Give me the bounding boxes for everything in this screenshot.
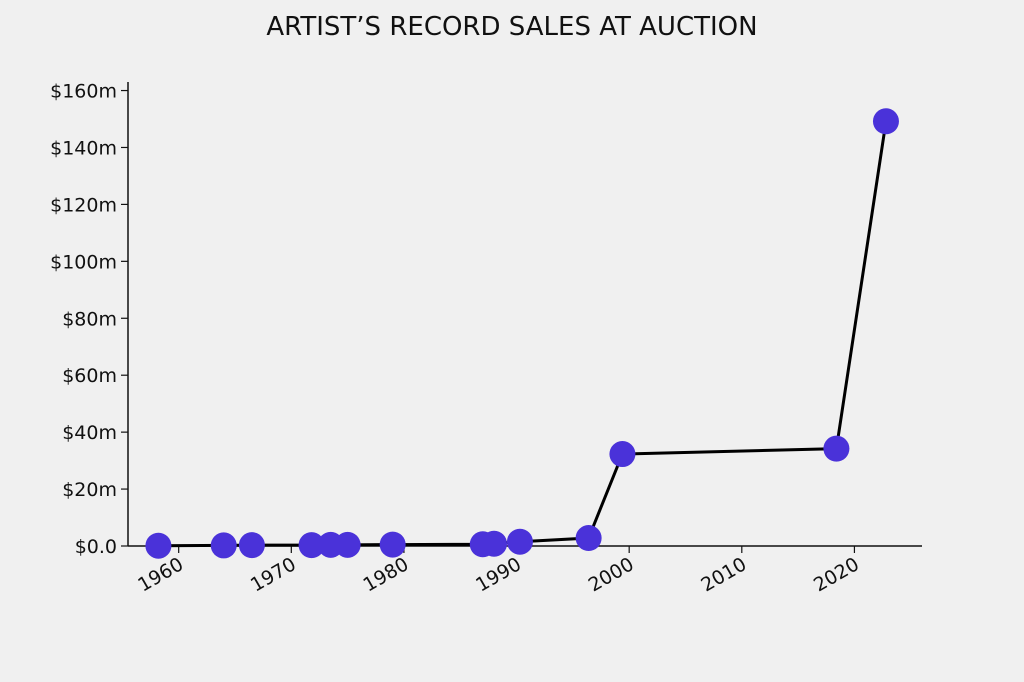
y-tick-label: $40m bbox=[62, 422, 117, 444]
data-point bbox=[238, 532, 265, 559]
x-tick-label: 1970 bbox=[247, 553, 300, 596]
data-point bbox=[298, 532, 325, 559]
y-tick-label: $100m bbox=[50, 251, 117, 273]
series-layer bbox=[145, 108, 899, 559]
data-point bbox=[145, 532, 172, 559]
data-point bbox=[334, 531, 361, 558]
data-point bbox=[609, 441, 636, 468]
x-tick-label: 2020 bbox=[810, 553, 863, 596]
y-tick-label: $140m bbox=[50, 137, 117, 159]
data-point bbox=[575, 525, 602, 552]
y-tick-label: $60m bbox=[62, 365, 117, 387]
x-tick-label: 2010 bbox=[697, 553, 750, 596]
axes: $0.0 $20m $40m $60m $80m $100m $120m $140m $160m… bbox=[50, 81, 922, 597]
x-tick-label: 1960 bbox=[134, 553, 187, 596]
data-point bbox=[823, 435, 850, 462]
data-point bbox=[872, 108, 899, 135]
series-line bbox=[158, 121, 888, 548]
y-tick-label: $80m bbox=[62, 308, 117, 330]
y-tick-label: $160m bbox=[50, 81, 117, 103]
data-point bbox=[210, 532, 237, 559]
y-tick-label: $0.0 bbox=[75, 536, 117, 558]
data-point bbox=[481, 530, 508, 557]
y-tick-label: $20m bbox=[62, 479, 117, 501]
data-point bbox=[506, 528, 533, 555]
x-tick-label: 2000 bbox=[585, 553, 638, 596]
x-tick-label: 1990 bbox=[472, 553, 525, 596]
data-point bbox=[379, 531, 406, 558]
chart-title: ARTIST’S RECORD SALES AT AUCTION bbox=[266, 12, 757, 42]
x-tick-label: 1980 bbox=[360, 553, 413, 596]
y-tick-label: $120m bbox=[50, 194, 117, 216]
